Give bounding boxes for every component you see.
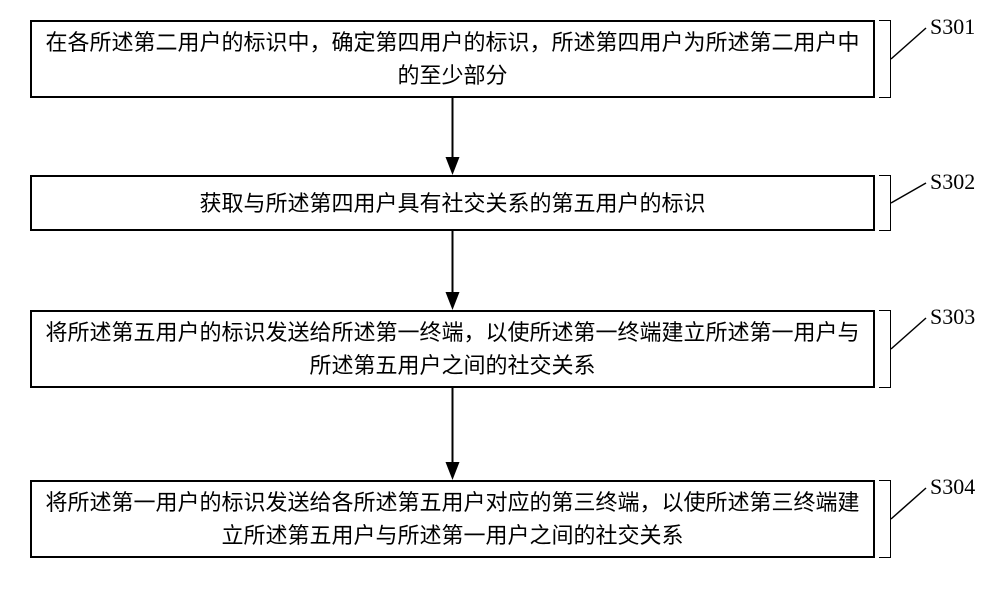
flow-arrow: [0, 0, 1000, 593]
flowchart-canvas: 在各所述第二用户的标识中，确定第四用户的标识，所述第四用户为所述第二用户中的至少…: [0, 0, 1000, 593]
